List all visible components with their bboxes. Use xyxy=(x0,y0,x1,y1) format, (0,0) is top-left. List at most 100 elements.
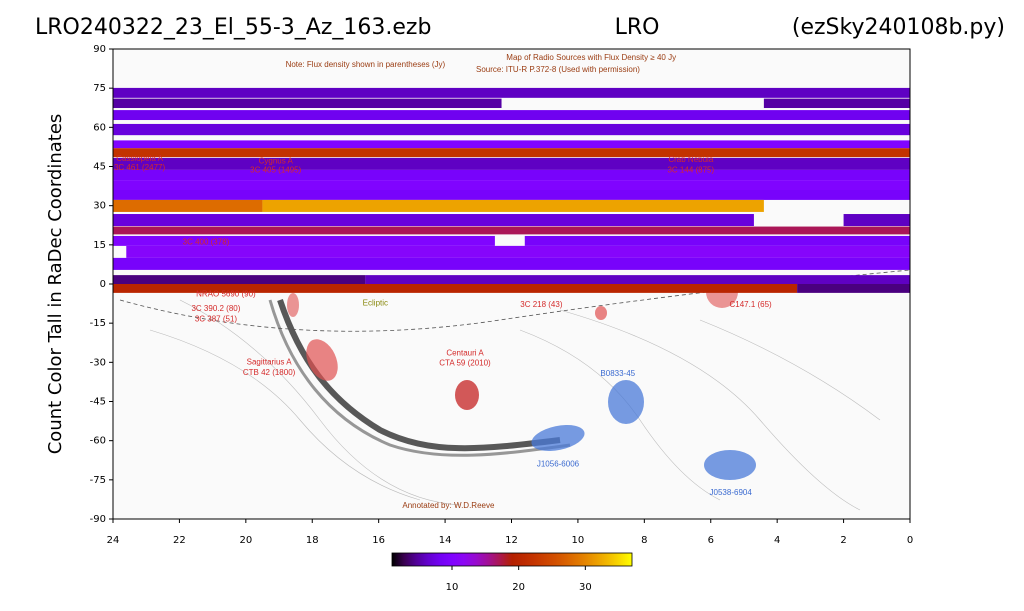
y-tick-label: 90 xyxy=(93,44,106,55)
x-tick-label: 8 xyxy=(641,535,647,546)
galactic-plane xyxy=(268,299,571,457)
annotation: 3C 461 (2477) xyxy=(114,163,165,172)
x-tick-label: 6 xyxy=(708,535,714,546)
count-band xyxy=(113,123,910,136)
count-band xyxy=(262,199,764,212)
annotation: Annotated by: W.D.Reeve xyxy=(402,501,495,510)
count-band xyxy=(113,87,910,98)
count-band xyxy=(113,226,910,235)
annotation: 3C 218 (43) xyxy=(520,300,563,309)
title-right: (ezSky240108b.py) xyxy=(792,15,1005,40)
y-tick-label: -15 xyxy=(90,318,106,329)
annotation: Sagittarius A xyxy=(247,357,293,366)
title-center: LRO xyxy=(615,15,660,40)
source-blob xyxy=(704,450,756,480)
y-tick-label: -90 xyxy=(90,514,106,525)
y-tick-label: 45 xyxy=(93,162,106,173)
count-band xyxy=(113,284,798,293)
y-tick-label: 0 xyxy=(100,279,106,290)
count-band xyxy=(113,98,502,109)
annotation: Cygnus A xyxy=(259,156,294,165)
contour xyxy=(559,309,861,511)
y-tick-label: 60 xyxy=(93,122,106,133)
source-blob xyxy=(287,293,299,317)
source-blob xyxy=(306,339,338,381)
x-tick-label: 16 xyxy=(372,535,385,546)
annotation: Map of Radio Sources with Flux Density ≥… xyxy=(506,53,676,62)
annotation: Source: ITU-R P.372-8 (Used with permiss… xyxy=(476,65,640,74)
y-tick-label: 30 xyxy=(93,201,106,212)
map-contours xyxy=(149,299,881,511)
annotation: 3C 390.2 (80) xyxy=(191,304,240,313)
x-tick-label: 0 xyxy=(907,535,913,546)
source-blob xyxy=(531,424,585,452)
x-tick-label: 12 xyxy=(505,535,518,546)
colorbar-scale xyxy=(391,552,633,567)
count-band xyxy=(113,169,910,181)
count-band xyxy=(113,275,366,284)
x-tick-label: 14 xyxy=(439,535,452,546)
x-tick-label: 20 xyxy=(239,535,252,546)
count-bands xyxy=(113,87,911,293)
annotations: Note: Flux density shown in parentheses … xyxy=(114,53,772,510)
y-tick-label: 15 xyxy=(93,240,106,251)
count-band xyxy=(126,245,911,258)
y-tick-label: -30 xyxy=(90,357,106,368)
count-band xyxy=(763,98,910,109)
count-band xyxy=(113,190,910,200)
title-left: LRO240322_23_El_55-3_Az_163.ezb xyxy=(35,15,431,40)
annotation: Ecliptic xyxy=(363,299,388,308)
y-tick-label: -75 xyxy=(90,475,106,486)
colorbar-tick-label: 20 xyxy=(512,582,525,593)
count-band xyxy=(113,199,263,212)
annotation: 3C 144 (875) xyxy=(667,166,714,175)
colorbar: 10 20 30 xyxy=(391,552,633,593)
source-blob xyxy=(608,380,644,424)
contour xyxy=(149,329,421,501)
x-tick-label: 24 xyxy=(107,535,120,546)
count-band xyxy=(524,235,910,246)
count-band xyxy=(113,214,754,227)
source-blob xyxy=(595,306,607,320)
annotation: C147.1 (65) xyxy=(729,300,772,309)
annotation: Centauri A xyxy=(446,348,484,357)
annotation: J0538-6904 xyxy=(710,488,753,497)
count-band xyxy=(113,140,910,149)
annotation: CTA 59 (2010) xyxy=(439,359,491,368)
x-tick-label: 22 xyxy=(173,535,186,546)
annotation: B0833-45 xyxy=(600,369,635,378)
annotation: Note: Flux density shown in parentheses … xyxy=(286,60,446,69)
count-band xyxy=(113,180,910,190)
y-tick-label: -60 xyxy=(90,436,106,447)
x-tick-label: 18 xyxy=(306,535,319,546)
x-tick-label: 4 xyxy=(774,535,780,546)
axes: 24 22 20 18 16 14 12 10 8 6 4 2 0-90-75-60-45-30-150… xyxy=(90,44,914,546)
count-band xyxy=(797,284,910,293)
annotation: J1056-6006 xyxy=(537,459,580,468)
y-tick-label: -45 xyxy=(90,397,106,408)
contour xyxy=(519,329,721,501)
galactic-plane xyxy=(277,299,561,452)
colorbar-tick-label: 10 xyxy=(446,582,459,593)
count-band xyxy=(113,157,910,170)
contour xyxy=(699,319,881,421)
annotation: CTB 42 (1800) xyxy=(243,368,296,377)
annotation: 3C 405 (1495) xyxy=(250,166,301,175)
annotation: Cassiopeia A xyxy=(116,154,163,163)
contour xyxy=(179,299,461,506)
x-tick-label: 2 xyxy=(840,535,846,546)
count-band xyxy=(113,235,495,246)
count-band xyxy=(843,214,910,227)
count-band xyxy=(113,110,910,121)
colorbar-tick-label: 30 xyxy=(579,582,592,593)
count-band xyxy=(365,275,911,284)
source-blob xyxy=(455,380,479,410)
count-band xyxy=(113,148,910,158)
annotation: Crab Nebula xyxy=(668,155,713,164)
annotation: 3C 400 (378) xyxy=(183,237,230,246)
y-axis-label: Count Color Tall in RaDec Coordinates xyxy=(45,114,66,455)
count-band xyxy=(113,257,910,270)
y-tick-label: 75 xyxy=(93,83,106,94)
annotation: NRAO 5690 (90) xyxy=(196,290,256,299)
